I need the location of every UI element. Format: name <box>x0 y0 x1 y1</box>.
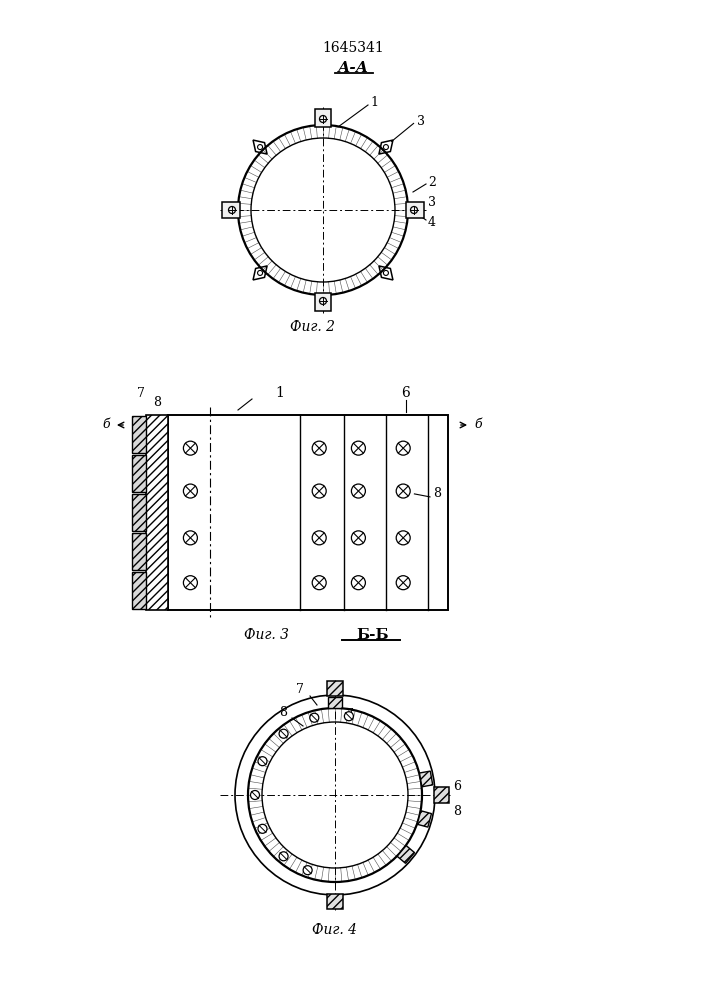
Text: 6: 6 <box>402 386 410 400</box>
Text: 7: 7 <box>346 708 354 721</box>
Polygon shape <box>434 787 449 803</box>
Bar <box>132 494 146 531</box>
Polygon shape <box>327 681 343 696</box>
Polygon shape <box>417 811 431 827</box>
Circle shape <box>279 852 288 861</box>
Polygon shape <box>328 697 342 708</box>
Text: 2: 2 <box>428 176 436 188</box>
Circle shape <box>258 757 267 766</box>
Bar <box>132 533 146 570</box>
Circle shape <box>310 713 319 722</box>
Bar <box>168 415 448 610</box>
Bar <box>132 572 146 609</box>
Text: 1: 1 <box>370 97 378 109</box>
Polygon shape <box>315 109 331 127</box>
Circle shape <box>279 729 288 738</box>
Bar <box>132 416 146 453</box>
Text: 1645341: 1645341 <box>322 41 384 55</box>
Text: 6: 6 <box>453 780 461 793</box>
Text: 8: 8 <box>279 706 287 719</box>
Bar <box>132 416 146 453</box>
Text: 7: 7 <box>296 683 304 696</box>
Polygon shape <box>397 846 414 863</box>
Text: Фиг. 2: Фиг. 2 <box>291 320 336 334</box>
Bar <box>132 455 146 492</box>
Circle shape <box>250 790 259 800</box>
Bar <box>132 572 146 609</box>
Bar <box>132 494 146 531</box>
Text: 4: 4 <box>428 216 436 229</box>
Text: Фиг. 3: Фиг. 3 <box>243 628 288 642</box>
Text: б: б <box>474 418 481 432</box>
Polygon shape <box>419 771 433 787</box>
Polygon shape <box>222 202 240 218</box>
Text: 8: 8 <box>433 487 441 500</box>
Polygon shape <box>327 894 343 909</box>
Text: 8: 8 <box>453 805 461 818</box>
Text: А-А: А-А <box>337 61 368 75</box>
Bar <box>132 533 146 570</box>
Circle shape <box>303 866 312 875</box>
Text: 3: 3 <box>428 196 436 209</box>
Circle shape <box>344 712 354 721</box>
Text: Фиг. 4: Фиг. 4 <box>312 923 358 937</box>
Polygon shape <box>315 293 331 311</box>
Text: 1: 1 <box>276 386 284 400</box>
Text: Б-Б: Б-Б <box>356 628 389 642</box>
Text: 7: 7 <box>137 387 145 400</box>
Text: 3: 3 <box>416 115 425 128</box>
Text: 8: 8 <box>153 396 161 409</box>
Polygon shape <box>406 202 424 218</box>
Circle shape <box>258 824 267 833</box>
Bar <box>146 415 168 610</box>
Text: б: б <box>103 418 110 432</box>
Bar <box>132 455 146 492</box>
